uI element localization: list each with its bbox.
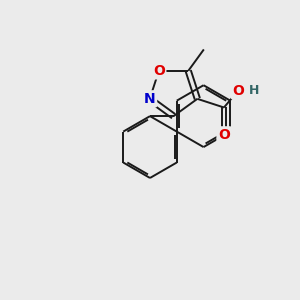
Text: H: H bbox=[249, 84, 260, 97]
Text: N: N bbox=[144, 92, 156, 106]
Text: O: O bbox=[218, 128, 230, 142]
Text: O: O bbox=[232, 84, 244, 98]
Text: O: O bbox=[153, 64, 165, 78]
